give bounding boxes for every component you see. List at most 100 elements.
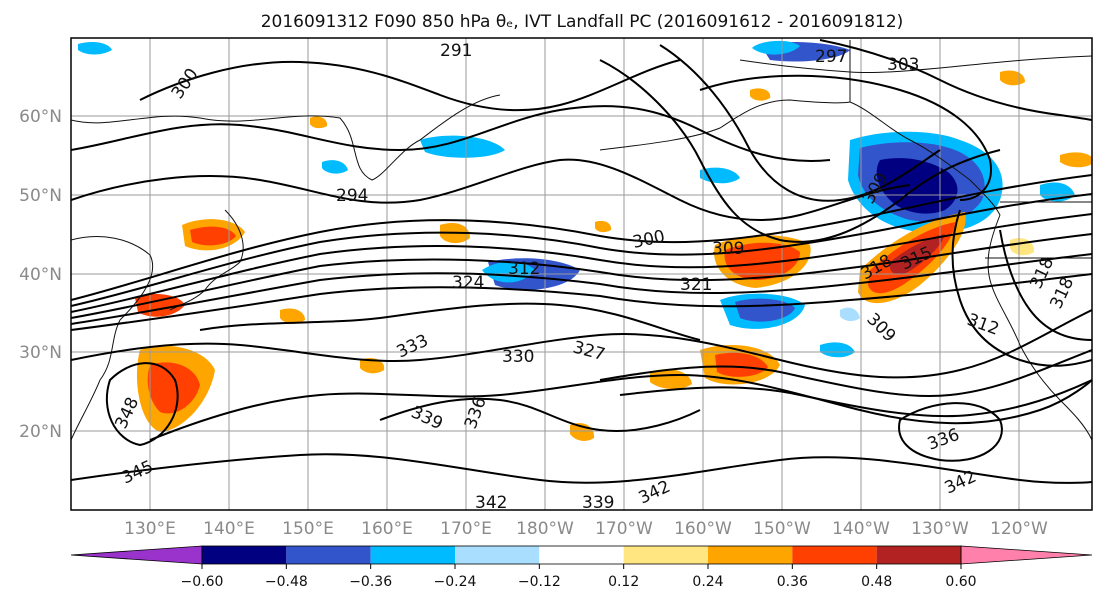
- colorbar-swatch: [539, 546, 624, 564]
- lon-label-150e: 150°E: [282, 519, 334, 539]
- lon-label-140e: 140°E: [203, 519, 255, 539]
- lon-label-170w: 170°W: [595, 519, 653, 539]
- contour-north-4: [599, 59, 1001, 243]
- lon-label-160w: 160°W: [674, 519, 732, 539]
- coastline-japan: [169, 209, 244, 311]
- colorbar-tick-label: 0.60: [945, 574, 976, 590]
- lat-label-50: 50°N: [19, 186, 62, 206]
- contour-north-6: [819, 39, 1092, 121]
- colorbar-swatch: [455, 546, 540, 564]
- contour-label: 291: [440, 41, 472, 61]
- contour-jet-4: [71, 233, 1092, 319]
- contour-mid-1: [199, 302, 701, 341]
- contour-south-2: [149, 373, 1092, 441]
- contour-south-1: [71, 309, 1092, 379]
- positive-anomaly-subtropics-core: [715, 352, 768, 377]
- positive-anomaly-japan-core: [190, 226, 236, 246]
- colorbar-extension-high: [960, 545, 1093, 565]
- contour-jet-3: [71, 213, 1092, 313]
- coastline-north-america-west: [987, 214, 1092, 441]
- contour-alaska-loop: [699, 74, 992, 201]
- colorbar-extension-low: [70, 545, 203, 565]
- colorbar-tick-label: 0.48: [861, 574, 892, 590]
- negative-anomaly-okhotsk: [420, 135, 505, 158]
- colorbar-swatch: [792, 546, 877, 564]
- colorbar-tick-label: −0.36: [349, 574, 392, 590]
- contour-label: 330: [502, 347, 534, 367]
- colorbar: −0.60 −0.48 −0.36 −0.24 −0.12 0.12 0.24 0.36 0.4…: [70, 545, 1093, 590]
- figure-title: 2016091312 F090 850 hPa θₑ, IVT Landfall…: [261, 12, 904, 32]
- contour-label: 339: [582, 493, 614, 513]
- lon-label-140w: 140°W: [832, 519, 890, 539]
- positive-anomaly-small-5: [280, 308, 305, 324]
- contour-south-4: [599, 349, 1092, 397]
- contour-jet-5: [71, 253, 1092, 325]
- lon-label-160e: 160°E: [361, 519, 413, 539]
- contour-label: 321: [680, 275, 712, 295]
- contour-north-1: [71, 158, 911, 221]
- colorbar-swatch: [708, 546, 793, 564]
- colorbar-swatch: [370, 546, 455, 564]
- coastline-east-asia: [71, 235, 154, 441]
- contour-label: 297: [815, 47, 847, 67]
- map-panel: 291 297 303 300 294 300 309 309 315 318 …: [71, 38, 1092, 513]
- colorbar-tick-label: −0.24: [434, 574, 477, 590]
- contour-mid-2: [379, 397, 701, 432]
- contour-labels: 291 297 303 300 294 300 309 309 315 318 …: [111, 41, 1078, 513]
- contour-subtropical-loop: [898, 402, 1003, 462]
- colorbar-frame: [201, 545, 962, 565]
- contour-label: 294: [336, 186, 368, 206]
- contour-jet-6: [71, 273, 1092, 331]
- positive-anomaly-small-8: [595, 220, 612, 233]
- contour-label: 312: [508, 259, 540, 279]
- positive-anomaly-small-3: [1060, 152, 1092, 168]
- lon-label-170e: 170°E: [440, 519, 492, 539]
- contour-south-3: [71, 453, 1092, 484]
- contour-label: 342: [475, 493, 507, 513]
- negative-anomaly-small-3: [820, 342, 855, 358]
- positive-anomaly-small-7: [360, 358, 385, 374]
- map-frame: [70, 37, 1093, 511]
- lon-label-150w: 150°W: [753, 519, 811, 539]
- contour-east-coast-2: [999, 229, 1092, 341]
- lat-label-40: 40°N: [19, 265, 62, 285]
- theta-e-contours: [71, 39, 1092, 484]
- negative-anomaly-small-1: [322, 160, 348, 174]
- anomaly-shading: [78, 40, 1092, 441]
- colorbar-swatch: [623, 546, 708, 564]
- colorbar-swatch: [286, 546, 371, 564]
- coastline-aleutians: [599, 99, 851, 151]
- negative-anomaly-arctic-edge: [752, 40, 800, 55]
- lat-label-20: 20°N: [19, 422, 62, 442]
- colorbar-tick-label: −0.60: [181, 574, 224, 590]
- contour-label: 324: [452, 273, 484, 293]
- coastlines: [71, 40, 1092, 441]
- colorbar-swatch: [876, 546, 961, 564]
- latitude-labels: 60°N 50°N 40°N 30°N 20°N: [19, 107, 62, 442]
- negative-anomaly-northwest: [78, 42, 112, 55]
- colorbar-tick-label: 0.12: [608, 574, 639, 590]
- coastline-arctic: [739, 55, 1092, 74]
- lon-label-120w: 120°W: [990, 519, 1048, 539]
- lon-label-180: 180°W: [516, 519, 574, 539]
- contour-jet-2: [71, 193, 1092, 307]
- contour-west-pacific-loop: [105, 362, 179, 447]
- colorbar-tick-label: −0.48: [265, 574, 308, 590]
- coastline-alaska: [849, 101, 1001, 216]
- positive-anomaly-small-11: [750, 88, 771, 101]
- contour-label: 309: [712, 239, 744, 259]
- contour-north-3: [139, 59, 681, 112]
- contour-label: 303: [887, 55, 919, 75]
- colorbar-tick-label: 0.36: [777, 574, 808, 590]
- coastline-kamchatka-siberia: [71, 94, 501, 181]
- lon-label-130w: 130°W: [911, 519, 969, 539]
- colorbar-tick-label: 0.24: [692, 574, 723, 590]
- contour-south-5: [619, 379, 1092, 418]
- contour-north-5: [659, 44, 941, 202]
- negative-anomaly-small-5: [840, 307, 860, 322]
- colorbar-swatch: [202, 546, 287, 564]
- contour-north-2: [71, 105, 831, 162]
- lat-label-30: 30°N: [19, 343, 62, 363]
- positive-anomaly-small-10: [310, 116, 328, 129]
